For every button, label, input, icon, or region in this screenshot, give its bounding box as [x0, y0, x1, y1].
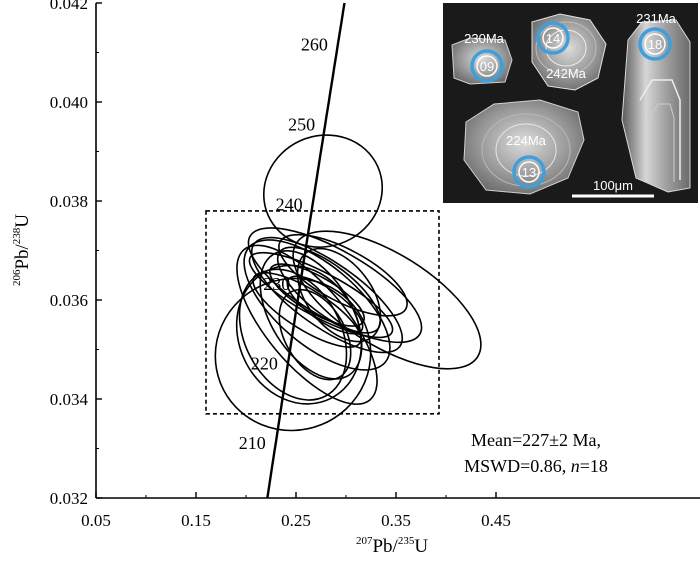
- error-ellipse: [286, 275, 364, 335]
- mswd-n-italic: n: [571, 456, 580, 476]
- x-tick-label: 0.45: [481, 511, 511, 530]
- zircon-cl-inset: 09 14 18 13 230Ma 242Ma 231Ma 224Ma 100μ…: [443, 3, 698, 203]
- mean-age-text: Mean=227±2 Ma,: [471, 430, 601, 450]
- x-tick-label: 0.25: [281, 511, 311, 530]
- x-tick-label: 0.35: [381, 511, 411, 530]
- x-tick-label: 0.15: [181, 511, 211, 530]
- y-tick-label: 0.034: [50, 390, 89, 409]
- spot-id-09: 09: [480, 59, 494, 74]
- concordia-age-label: 250: [288, 115, 315, 135]
- x-axis-label: 207Pb/235U: [356, 535, 428, 557]
- x-label-sup1: 207: [356, 535, 373, 547]
- spot-age-18: 231Ma: [636, 11, 677, 26]
- y-tick-label: 0.042: [50, 0, 88, 13]
- zircon-grain-09: [451, 37, 513, 85]
- concordia-age-label: 240: [276, 194, 303, 214]
- spot-id-14: 14: [546, 31, 560, 46]
- y-label-sup2: 238: [11, 227, 23, 244]
- concordia-curve: [266, 3, 346, 498]
- y-ticks: 0.032 0.034 0.036 0.038 0.040 0.042: [50, 0, 102, 508]
- error-ellipse: [278, 233, 408, 317]
- concordia-age-label: 260: [301, 35, 328, 55]
- concordia-age-label: 220: [251, 354, 278, 374]
- scale-bar-label: 100μm: [593, 178, 633, 193]
- y-tick-label: 0.040: [50, 93, 88, 112]
- x-tick-label: 0.05: [81, 511, 111, 530]
- y-label-end: U: [12, 214, 33, 228]
- zircon-grain-18: [621, 19, 691, 193]
- error-ellipse: [236, 244, 378, 405]
- mswd-text: MSWD=0.86, n=18: [464, 456, 608, 476]
- x-ticks: 0.05 0.15 0.25 0.35 0.45: [81, 492, 511, 530]
- mswd-suffix: =18: [580, 456, 608, 476]
- x-label-sup2: 235: [398, 535, 415, 547]
- y-axis-label: 206Pb/238U: [11, 214, 33, 286]
- spot-id-18: 18: [648, 37, 662, 52]
- spot-age-14: 242Ma: [546, 66, 587, 81]
- zircon-grain-14: [531, 13, 607, 91]
- concordia-age-labels: 210 220 230 240 250 260: [239, 35, 328, 453]
- concordia-age-label: 230: [263, 274, 290, 294]
- error-ellipse: [252, 271, 362, 348]
- y-label-sup1: 206: [11, 269, 23, 286]
- error-ellipse: [262, 134, 384, 248]
- error-ellipse: [214, 277, 372, 432]
- error-ellipse: [247, 227, 423, 344]
- error-ellipse: [292, 230, 482, 370]
- error-ellipse: [276, 246, 382, 334]
- plot-area: 210 220 230 240 250 260: [205, 3, 482, 498]
- y-tick-label: 0.036: [50, 291, 88, 310]
- concordia-age-label: 210: [239, 433, 266, 453]
- zircon-grain-13: [463, 99, 585, 195]
- error-ellipse: [250, 236, 404, 354]
- x-label-main: Pb/: [372, 536, 398, 557]
- y-tick-label: 0.038: [50, 192, 88, 211]
- error-ellipse: [269, 263, 365, 327]
- y-label-main: Pb/: [12, 243, 33, 269]
- spot-age-09: 230Ma: [464, 31, 505, 46]
- x-label-end: U: [414, 536, 428, 557]
- mswd-prefix: MSWD=0.86,: [464, 456, 571, 476]
- spot-id-13: 13: [522, 165, 536, 180]
- spot-age-13: 224Ma: [506, 133, 547, 148]
- selection-box: [205, 210, 440, 415]
- y-tick-label: 0.032: [50, 489, 88, 508]
